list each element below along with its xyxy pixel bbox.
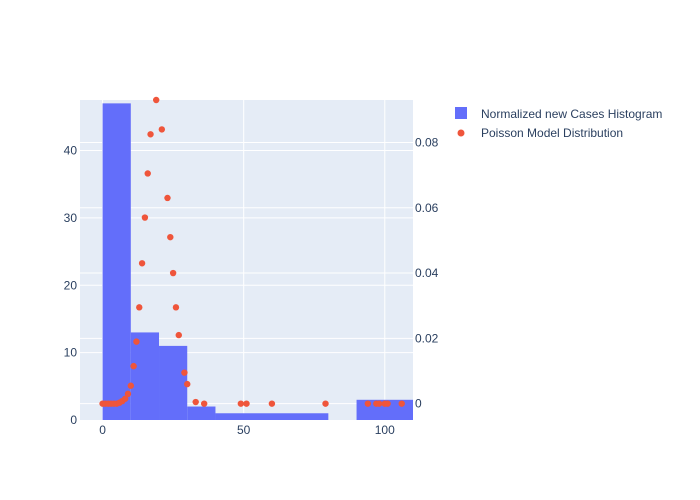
poisson-point — [384, 400, 391, 407]
poisson-point — [181, 369, 188, 376]
histogram-bar — [102, 103, 131, 421]
poisson-point — [175, 331, 182, 339]
y-right-tick-label: 0.08 — [415, 135, 439, 149]
x-tick-label: 50 — [237, 423, 251, 437]
poisson-point — [147, 131, 154, 138]
poisson-point — [268, 400, 276, 407]
poisson-point — [192, 398, 199, 406]
poisson-point — [158, 126, 166, 133]
y-left-tick-label: 0 — [70, 413, 77, 427]
poisson-point — [322, 400, 329, 407]
poisson-point — [169, 269, 177, 277]
poisson-point — [200, 400, 208, 407]
y-left-tick-label: 10 — [64, 346, 78, 360]
poisson-point — [152, 96, 160, 104]
poisson-point — [127, 382, 134, 389]
poisson-point — [164, 194, 171, 202]
poisson-point — [124, 390, 132, 398]
poisson-point — [375, 400, 383, 407]
histogram-bar — [187, 406, 216, 420]
poisson-point — [133, 338, 140, 345]
poisson-point — [121, 395, 129, 402]
poisson-point — [130, 362, 137, 370]
poisson-point — [243, 400, 250, 407]
x-tick-label: 100 — [375, 423, 395, 437]
legend[interactable]: Normalized new Cases Histogram Poisson M… — [455, 107, 662, 140]
legend-item-poisson[interactable]: Poisson Model Distribution — [457, 126, 624, 140]
histogram-bar — [159, 345, 188, 420]
y-right-tick-label: 0 — [415, 397, 422, 411]
histogram-bars — [102, 103, 413, 421]
poisson-point — [144, 170, 151, 177]
x-tick-label: 0 — [99, 423, 106, 437]
histogram-bar — [130, 332, 160, 420]
y-right-tick-label: 0.04 — [415, 266, 439, 280]
poisson-point — [167, 233, 174, 241]
poisson-point — [184, 380, 191, 388]
poisson-point — [138, 260, 146, 267]
poisson-point — [141, 214, 149, 221]
histogram-bar — [215, 413, 329, 420]
y-left-tick-label: 20 — [64, 278, 78, 292]
legend-marker-poisson — [457, 129, 465, 137]
y-left-tick-label: 30 — [64, 211, 78, 225]
legend-label-poisson: Poisson Model Distribution — [481, 126, 623, 140]
poisson-point — [398, 400, 405, 407]
legend-item-histogram[interactable]: Normalized new Cases Histogram — [455, 107, 662, 121]
poisson-point — [172, 304, 180, 311]
poisson-point — [136, 304, 143, 311]
poisson-points — [99, 96, 405, 407]
legend-label-histogram: Normalized new Cases Histogram — [481, 107, 662, 121]
legend-swatch-histogram — [455, 107, 467, 119]
y-right-tick-label: 0.06 — [415, 201, 439, 215]
poisson-point — [364, 400, 372, 407]
y-right-tick-label: 0.02 — [415, 331, 439, 345]
axis-ticks: 0 50 100 0 10 20 30 40 0 0.02 0.04 0.06 0.08 — [64, 135, 439, 437]
y-left-tick-label: 40 — [64, 144, 78, 158]
poisson-point — [237, 400, 245, 407]
